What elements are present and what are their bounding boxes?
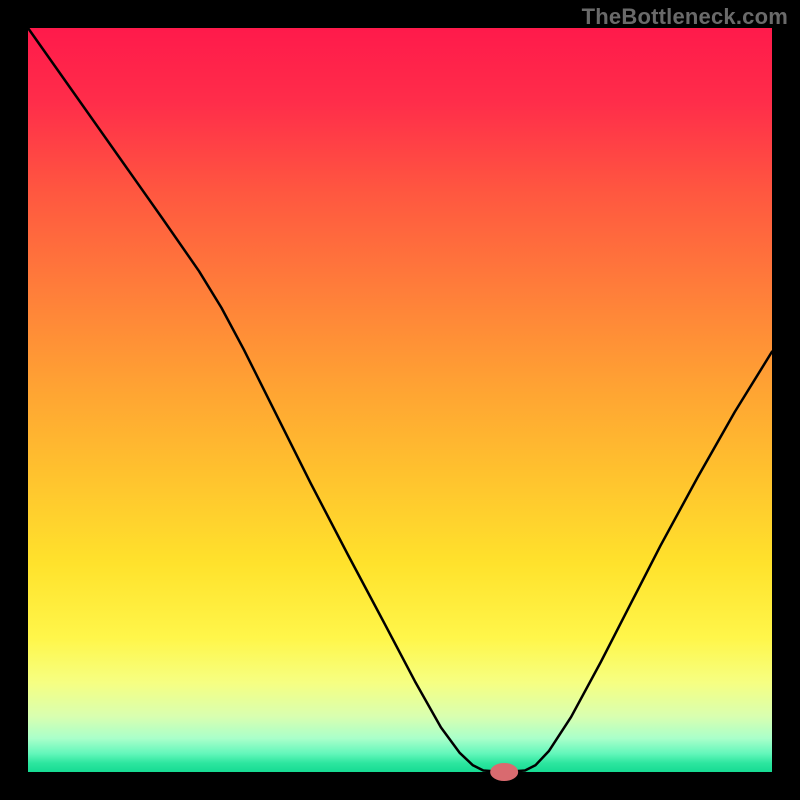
- chart-container: TheBottleneck.com: [0, 0, 800, 800]
- minimum-marker: [490, 763, 518, 781]
- watermark-label: TheBottleneck.com: [582, 4, 788, 30]
- bottleneck-chart: [0, 0, 800, 800]
- plot-background: [28, 28, 772, 772]
